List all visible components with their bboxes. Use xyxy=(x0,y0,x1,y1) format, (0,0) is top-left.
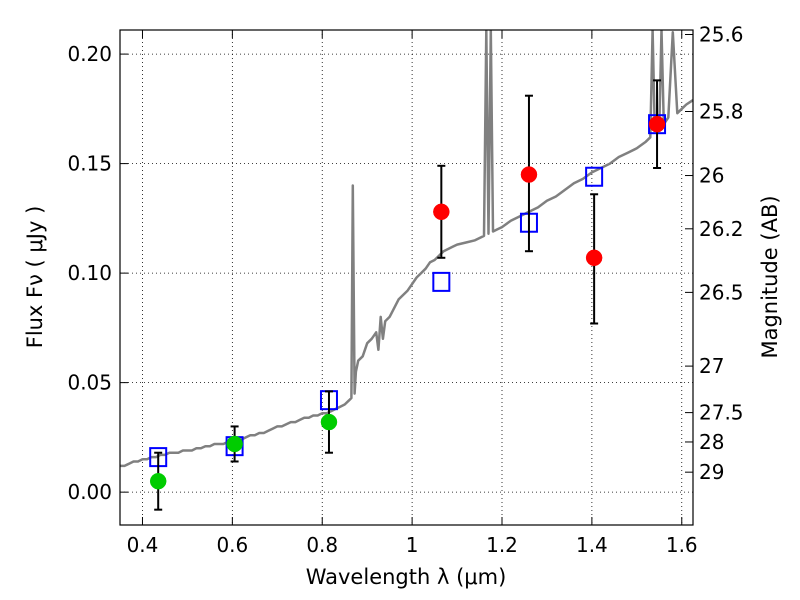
y2-axis-label: Magnitude (AB) xyxy=(758,195,782,358)
data-point xyxy=(520,166,538,183)
y2-tick-label: 26.5 xyxy=(699,280,744,304)
plot-area xyxy=(120,30,693,511)
model-square-marker xyxy=(432,271,451,292)
model-square-marker xyxy=(585,166,604,187)
y-tick-label: 0.05 xyxy=(67,371,112,395)
data-point xyxy=(320,413,338,431)
y-tick-label: 0.20 xyxy=(67,42,112,66)
x-tick-label: 1.4 xyxy=(576,533,608,557)
plot-frame xyxy=(119,29,694,526)
data-point xyxy=(648,115,666,133)
data-point xyxy=(433,203,450,221)
data-point xyxy=(149,472,167,490)
y2-tick-label: 26 xyxy=(699,164,724,188)
y2-tick-label: 25.8 xyxy=(699,99,744,123)
x-tick-label: 0.6 xyxy=(216,533,248,557)
y-tick-label: 0.00 xyxy=(67,480,112,504)
y2-tick-label: 27.5 xyxy=(699,401,744,425)
x-tick-label: 1 xyxy=(406,533,419,557)
x-tick-label: 1.6 xyxy=(666,533,698,557)
x-axis-label: Wavelength λ (μm) xyxy=(306,565,507,589)
y2-tick-label: 25.6 xyxy=(699,23,744,47)
y-tick-label: 0.10 xyxy=(67,261,112,285)
axis-ticks: 0.4 0.6 0.8 1 1.2 1.4 1.6 0.00 0.05 0.10 0.15 0.20 2… xyxy=(67,23,743,557)
y2-tick-label: 26.2 xyxy=(699,217,744,241)
x-tick-label: 0.4 xyxy=(127,533,159,557)
data-point xyxy=(585,249,603,267)
y2-tick-label: 28 xyxy=(699,430,724,454)
x-tick-label: 1.2 xyxy=(486,533,518,557)
y-tick-label: 0.15 xyxy=(67,152,112,176)
x-tick-label: 0.8 xyxy=(306,533,338,557)
y2-tick-label: 29 xyxy=(699,460,724,484)
data-point xyxy=(226,435,243,453)
y2-tick-label: 27 xyxy=(699,354,724,378)
model-spectrum-line xyxy=(120,30,693,468)
y-axis-label: Flux Fν ( μJy ) xyxy=(23,206,47,349)
